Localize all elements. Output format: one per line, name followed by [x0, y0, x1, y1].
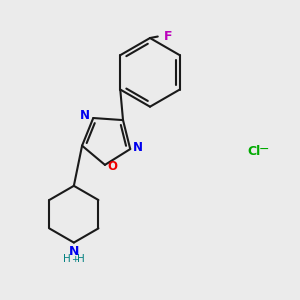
Text: +: + — [71, 255, 79, 264]
Text: N: N — [69, 245, 79, 258]
Text: N: N — [133, 141, 143, 154]
Text: H: H — [76, 254, 84, 264]
Text: H: H — [63, 254, 71, 264]
Text: Cl: Cl — [247, 145, 260, 158]
Text: F: F — [164, 30, 173, 43]
Text: O: O — [107, 160, 117, 173]
Text: −: − — [258, 143, 269, 156]
Text: N: N — [80, 109, 90, 122]
